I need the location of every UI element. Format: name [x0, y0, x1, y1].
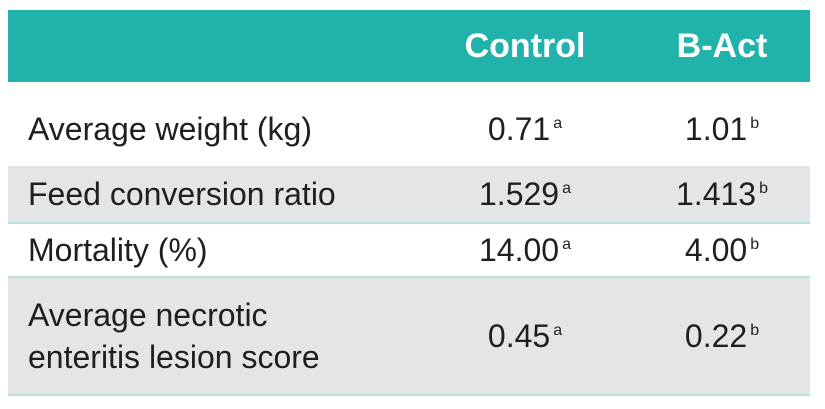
- column-header-control: Control: [464, 27, 586, 65]
- table-row: Average weight (kg) 0.71 a 1.01 b: [8, 108, 810, 150]
- bact-value: 1.01 b: [684, 111, 760, 147]
- table-row: Average necrotic enteritis lesion score …: [8, 278, 810, 394]
- bact-value: 4.00 b: [684, 232, 760, 268]
- bact-value: 0.22 b: [684, 318, 760, 354]
- row-label-line-2: enteritis lesion score: [28, 339, 320, 375]
- row-label: Mortality (%): [28, 232, 208, 268]
- control-value: 14.00 a: [479, 232, 571, 268]
- row-divider: [8, 222, 810, 224]
- table-row: Mortality (%) 14.00 a 4.00 b: [8, 224, 810, 276]
- control-value: 0.45 a: [487, 318, 563, 354]
- column-header-bact: B-Act: [676, 27, 768, 65]
- table-header: Control B-Act: [8, 10, 810, 82]
- row-divider: [8, 276, 810, 278]
- bact-value: 1.413 b: [676, 176, 768, 212]
- control-value: 1.529 a: [479, 176, 571, 212]
- row-label: Feed conversion ratio: [28, 176, 336, 212]
- row-divider: [8, 394, 810, 396]
- table-row: Feed conversion ratio 1.529 a 1.413 b: [8, 166, 810, 222]
- results-table: Control B-Act Average weight (kg) 0.71 a …: [8, 10, 810, 396]
- row-label: Average weight (kg): [28, 111, 312, 147]
- control-value: 0.71 a: [487, 111, 563, 147]
- row-label-line-1: Average necrotic: [28, 297, 268, 333]
